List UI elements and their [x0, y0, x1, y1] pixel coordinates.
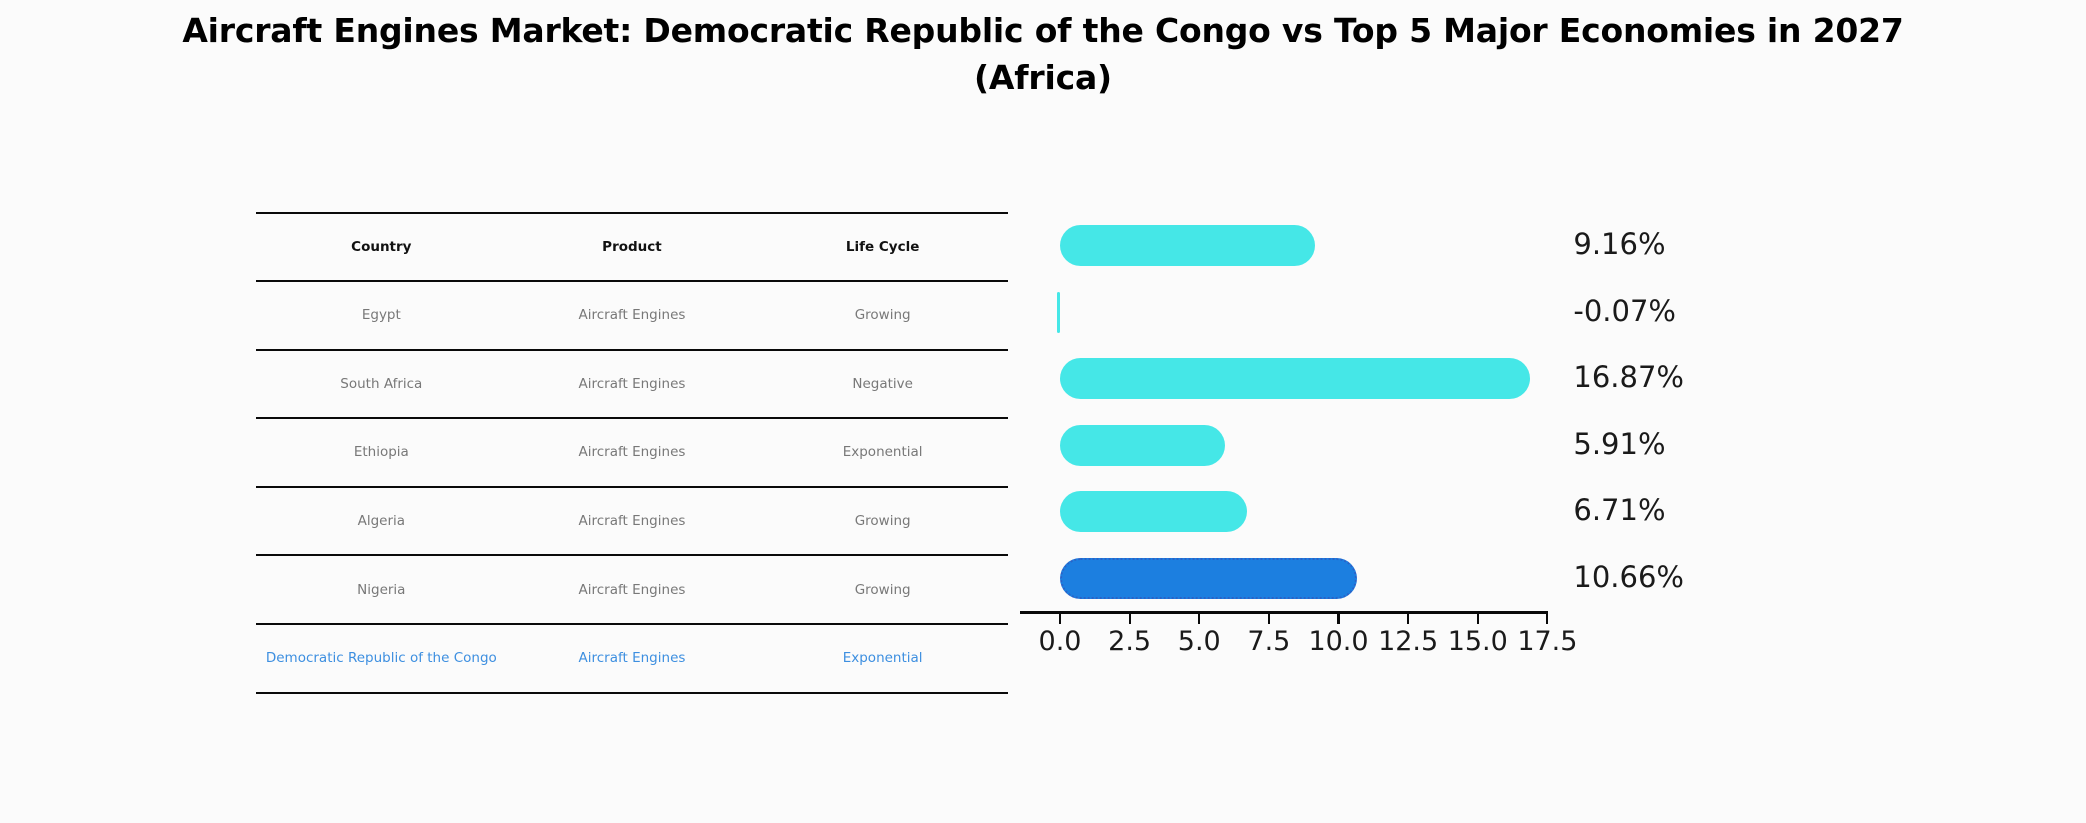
cell-life-cycle: Growing — [757, 486, 1008, 557]
cell-product: Aircraft Engines — [506, 418, 758, 488]
table-header-country: Country — [256, 212, 507, 282]
x-axis-line — [1020, 611, 1548, 614]
bar-row: 9.16% — [1020, 212, 2040, 279]
bar-row: 5.91% — [1020, 412, 2040, 479]
x-axis-tick-label: 7.5 — [1247, 626, 1291, 657]
x-axis-tick-mark — [1546, 613, 1549, 624]
table-row: Algeria Aircraft Engines Growing — [256, 486, 1008, 557]
cell-country: South Africa — [256, 349, 507, 420]
x-axis-tick-label: 5.0 — [1177, 626, 1221, 657]
table-body: Egypt Aircraft Engines Growing South Afr… — [256, 281, 1008, 694]
cell-product: Aircraft Engines — [506, 349, 758, 420]
bar[interactable] — [1060, 358, 1530, 400]
x-axis-tick-label: 17.5 — [1517, 626, 1578, 657]
x-axis-tick-label: 12.5 — [1378, 626, 1439, 657]
cell-product: Aircraft Engines — [506, 555, 758, 625]
cell-life-cycle: Negative — [757, 349, 1008, 420]
x-axis-tick-mark — [1128, 613, 1131, 624]
bar-highlighted[interactable] — [1060, 558, 1357, 599]
bar[interactable] — [1057, 291, 1060, 333]
cell-life-cycle: Growing — [757, 281, 1008, 351]
bar-value-label: -0.07% — [1573, 293, 1676, 328]
x-axis-tick-label: 15.0 — [1447, 626, 1508, 657]
bar-value-label: 16.87% — [1573, 360, 1684, 395]
x-axis-tick-label: 0.0 — [1038, 626, 1082, 657]
cell-country: Egypt — [256, 281, 507, 351]
country-table: Country Product Life Cycle Egypt Aircraf… — [256, 212, 1008, 694]
x-axis: 0.0 2.5 5.0 7.5 10.0 12.5 15.0 17.5 — [1020, 611, 2040, 701]
table-header-life-cycle: Life Cycle — [757, 212, 1008, 282]
chart-title-line-1: Aircraft Engines Market: Democratic Repu… — [182, 11, 1904, 50]
bar-row: 10.66% — [1020, 545, 2040, 612]
bar-row: 6.71% — [1020, 478, 2040, 545]
table-row-highlighted: Democratic Republic of the Congo Aircraf… — [256, 623, 1008, 694]
x-axis-tick-mark — [1267, 613, 1270, 624]
x-axis-tick-mark — [1337, 613, 1340, 624]
bar[interactable] — [1060, 491, 1247, 533]
bar-row: 16.87% — [1020, 345, 2040, 412]
bar[interactable] — [1060, 225, 1316, 266]
cell-country: Algeria — [256, 486, 507, 557]
bar-chart-panel: 9.16% -0.07% 16.87% 5.91% 6.71% 10.66% — [1020, 212, 2040, 612]
table-header-product: Product — [506, 212, 758, 282]
bar-row: -0.07% — [1020, 279, 2040, 346]
table-row: Ethiopia Aircraft Engines Exponential — [256, 418, 1008, 488]
x-axis-tick-mark — [1058, 613, 1062, 624]
cell-product: Aircraft Engines — [506, 486, 758, 557]
table-row: South Africa Aircraft Engines Negative — [256, 349, 1008, 420]
bar-value-label: 9.16% — [1573, 227, 1666, 261]
x-axis-tick-label: 2.5 — [1108, 626, 1152, 657]
bar-value-label: 6.71% — [1573, 493, 1666, 528]
country-table-panel: Country Product Life Cycle Egypt Aircraf… — [256, 212, 1008, 694]
cell-country: Democratic Republic of the Congo — [256, 623, 507, 694]
bar-value-label: 10.66% — [1573, 560, 1684, 594]
cell-product: Aircraft Engines — [506, 281, 758, 351]
table-row: Egypt Aircraft Engines Growing — [256, 281, 1008, 351]
cell-country: Nigeria — [256, 555, 507, 625]
chart-title: Aircraft Engines Market: Democratic Repu… — [0, 8, 2086, 102]
cell-country: Ethiopia — [256, 418, 507, 488]
chart-title-line-2: (Africa) — [974, 57, 1112, 97]
x-axis-tick-mark — [1198, 613, 1201, 624]
cell-life-cycle: Exponential — [757, 623, 1008, 694]
table-header-row: Country Product Life Cycle — [256, 212, 1008, 282]
bar-value-label: 5.91% — [1573, 426, 1666, 461]
x-axis-tick-label: 10.0 — [1308, 626, 1369, 657]
bar[interactable] — [1060, 424, 1225, 466]
cell-life-cycle: Growing — [757, 555, 1008, 625]
x-axis-tick-mark — [1476, 613, 1479, 624]
cell-life-cycle: Exponential — [757, 418, 1008, 488]
bar-chart-plot-area: 9.16% -0.07% 16.87% 5.91% 6.71% 10.66% — [1020, 212, 2040, 612]
cell-product: Aircraft Engines — [506, 623, 758, 694]
x-axis-tick-mark — [1407, 613, 1410, 624]
table-row: Nigeria Aircraft Engines Growing — [256, 555, 1008, 625]
